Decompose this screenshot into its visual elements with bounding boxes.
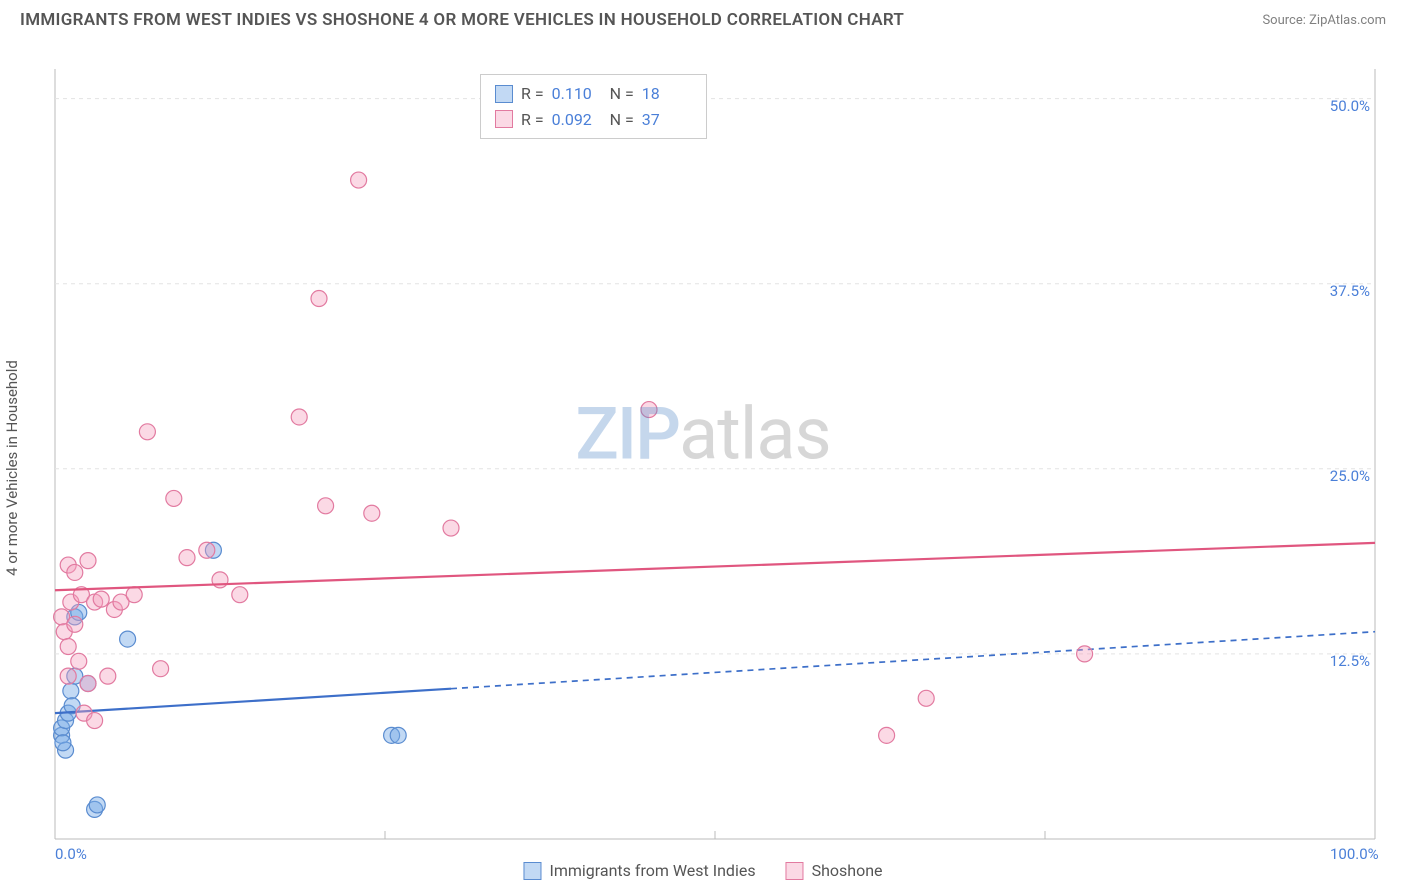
x-tick-label: 100.0% [1330,845,1379,863]
shoshone-point [166,490,182,506]
shoshone-point [60,668,76,684]
shoshone-point [80,553,96,569]
legend-n-label: N = [610,107,634,133]
series-legend-item-west_indies[interactable]: Immigrants from West Indies [523,861,755,880]
shoshone-point [318,498,334,514]
shoshone-point [443,520,459,536]
shoshone-point [364,505,380,521]
series-swatch-shoshone [786,862,804,880]
shoshone-point [126,587,142,603]
shoshone-point [80,676,96,692]
shoshone-point [232,587,248,603]
shoshone-point [291,409,307,425]
shoshone-point [67,564,83,580]
shoshone-point [351,172,367,188]
shoshone-point [60,639,76,655]
shoshone-point [71,653,87,669]
y-tick-label: 12.5% [1315,652,1370,670]
west_indies-trendline-dashed [451,632,1375,689]
west_indies-point [55,735,71,751]
shoshone-point [100,668,116,684]
y-tick-label: 25.0% [1315,467,1370,485]
x-tick-label: 0.0% [55,845,87,863]
stats-legend-row-shoshone: R = 0.092 N = 37 [495,107,692,133]
shoshone-point [179,550,195,566]
y-axis-label: 4 or more Vehicles in Household [3,360,21,576]
y-tick-label: 37.5% [1315,282,1370,300]
chart-title: IMMIGRANTS FROM WEST INDIES VS SHOSHONE … [20,10,904,30]
series-swatch-west_indies [523,862,541,880]
legend-n-value-west_indies: 18 [642,81,692,107]
shoshone-point [139,424,155,440]
legend-n-label: N = [610,81,634,107]
legend-r-value-west_indies: 0.110 [552,81,602,107]
y-tick-label: 50.0% [1315,97,1370,115]
west_indies-point [89,797,105,813]
stats-legend-row-west_indies: R = 0.110 N = 18 [495,81,692,107]
shoshone-point [87,713,103,729]
shoshone-point [93,591,109,607]
legend-r-value-shoshone: 0.092 [552,107,602,133]
shoshone-point [67,616,83,632]
shoshone-trendline [55,543,1375,590]
scatter-plot-svg [0,34,1406,884]
legend-n-value-shoshone: 37 [642,107,692,133]
series-legend-item-shoshone[interactable]: Shoshone [786,861,883,880]
shoshone-point [311,291,327,307]
shoshone-point [641,402,657,418]
series-label-shoshone: Shoshone [812,861,883,880]
legend-swatch-shoshone [495,110,513,128]
shoshone-point [1077,646,1093,662]
west_indies-point [120,631,136,647]
west_indies-point [63,683,79,699]
chart-area: 4 or more Vehicles in Household ZIPatlas… [0,34,1406,884]
source-link[interactable]: ZipAtlas.com [1309,13,1386,28]
series-label-west_indies: Immigrants from West Indies [549,861,755,880]
west_indies-point [390,727,406,743]
legend-swatch-west_indies [495,85,513,103]
shoshone-point [879,727,895,743]
source-attribution: Source: ZipAtlas.com [1262,13,1386,28]
legend-r-label: R = [521,107,544,133]
shoshone-point [918,690,934,706]
stats-legend-box: R = 0.110 N = 18 R = 0.092 N = 37 [480,74,707,139]
series-legend: Immigrants from West Indies Shoshone [523,861,882,880]
legend-r-label: R = [521,81,544,107]
source-label: Source: [1262,13,1305,28]
west_indies-trendline [55,689,451,713]
shoshone-point [153,661,169,677]
shoshone-point [199,542,215,558]
